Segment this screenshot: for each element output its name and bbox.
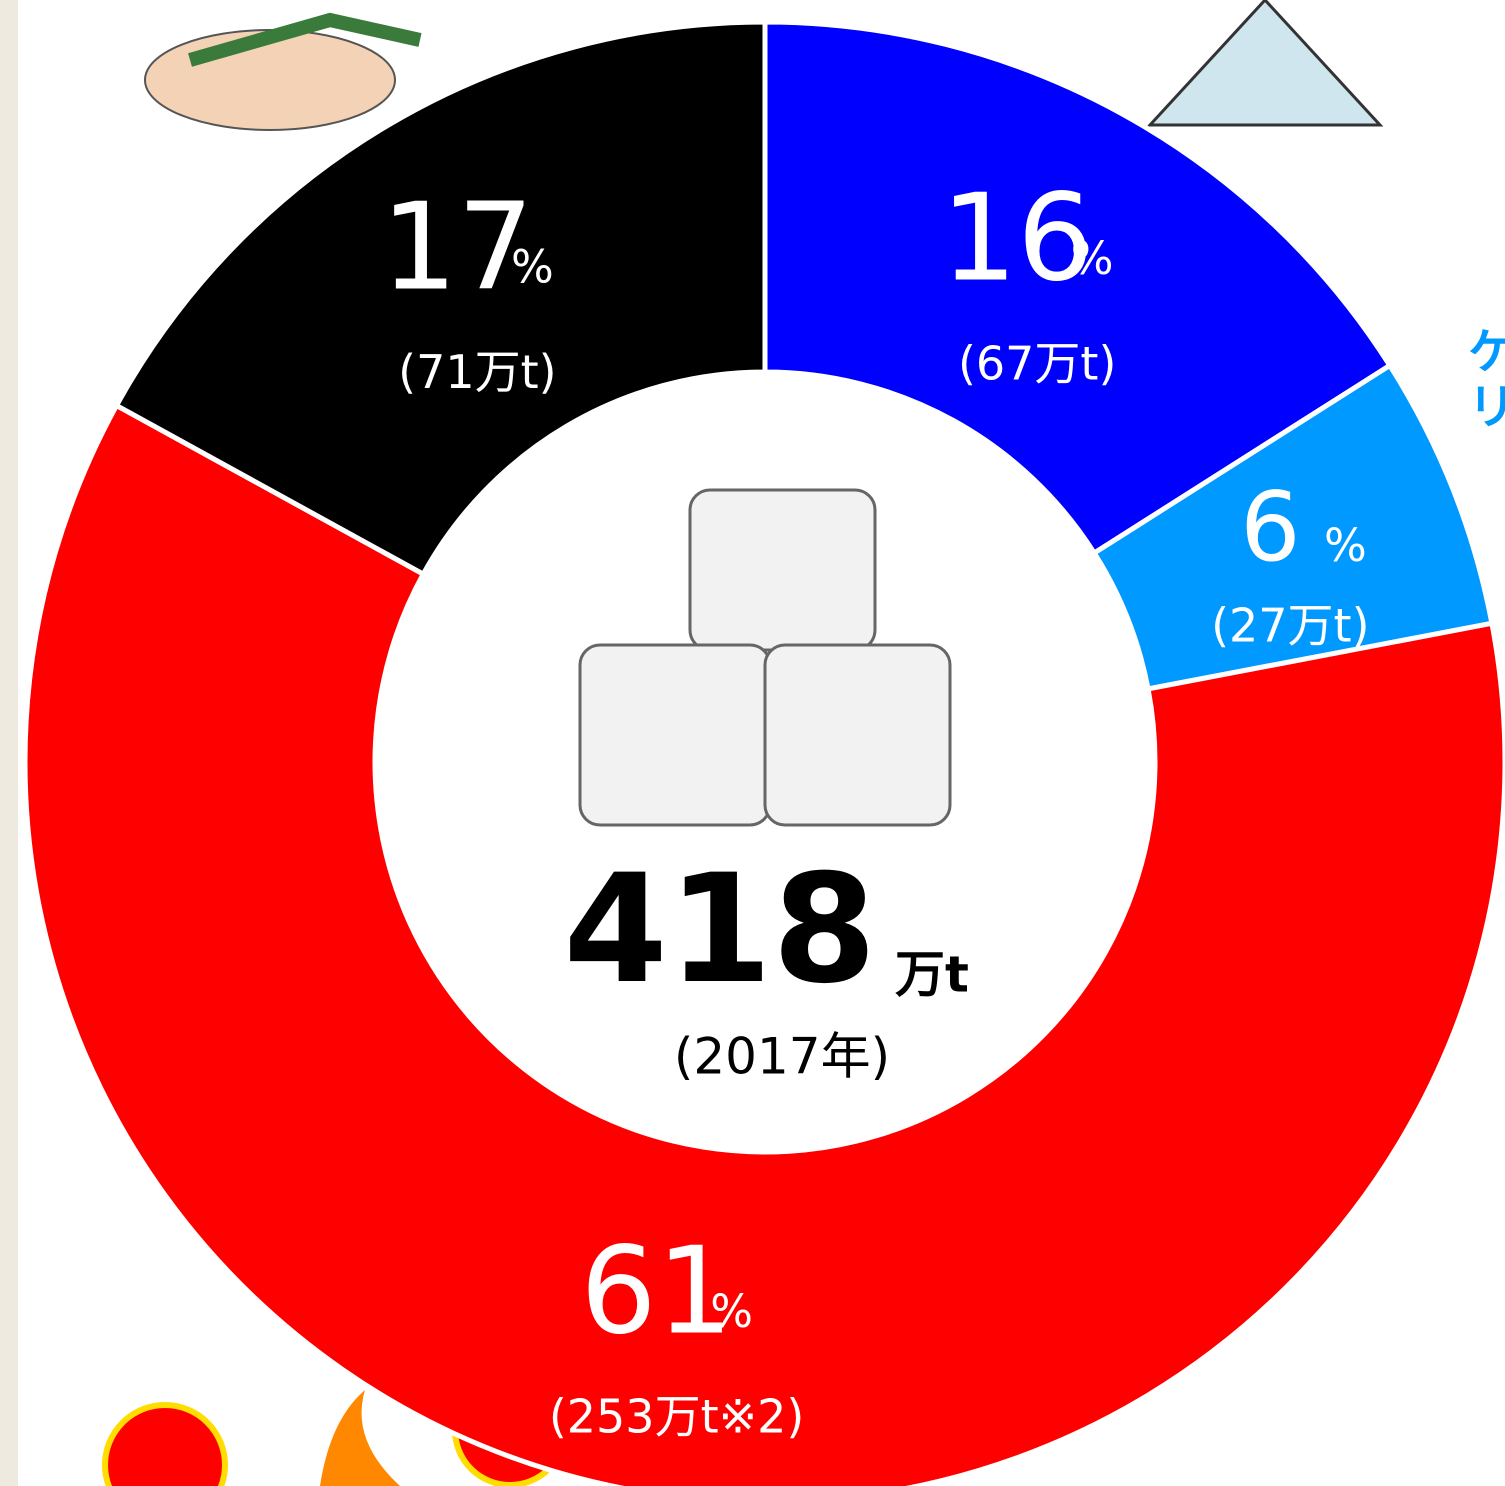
unit-label: %: [1324, 519, 1367, 572]
chart: 418 万t (2017年) ケ リ 16%(67万t)6%(27万t)61%(…: [0, 0, 1505, 1486]
year-label: (2017年): [674, 1028, 890, 1086]
unit-label: %: [1071, 232, 1114, 285]
total-unit: 万t: [895, 946, 969, 1004]
unit-label: %: [710, 1285, 753, 1338]
total-value: 418: [563, 843, 876, 1017]
side-label: リ: [1468, 379, 1505, 435]
page: 418 万t (2017年) ケ リ 16%(67万t)6%(27万t)61%(…: [0, 0, 1505, 1486]
amount-label: (253万t※2): [549, 1390, 805, 1444]
amount-label: (71万t): [398, 345, 556, 399]
value-label: 6: [1240, 473, 1300, 583]
amount-label: (27万t): [1211, 599, 1369, 653]
amount-label: (67万t): [958, 336, 1116, 390]
unit-label: %: [511, 241, 554, 294]
side-label: ケ: [1468, 324, 1505, 380]
